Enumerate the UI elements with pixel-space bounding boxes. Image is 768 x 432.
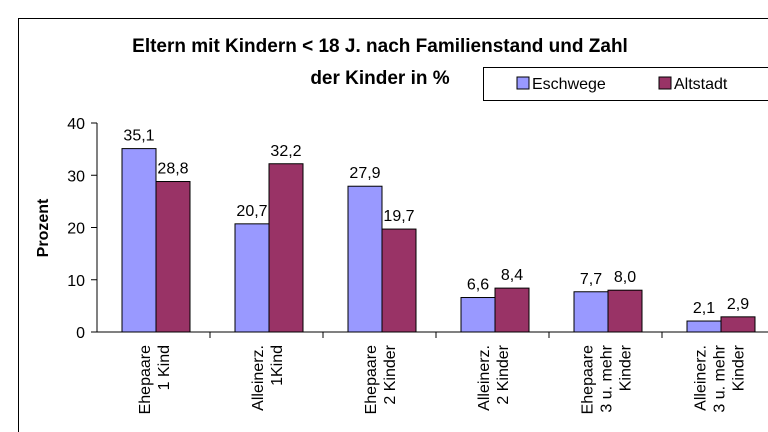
legend-label: Altstadt	[674, 76, 728, 93]
bar	[268, 163, 304, 333]
bar	[573, 291, 609, 333]
bar	[234, 223, 270, 333]
legend-label: Eschwege	[532, 76, 606, 93]
x-tick-label: 2 Kinder	[382, 344, 399, 404]
legend-swatch	[658, 76, 672, 90]
y-tick-label: 0	[76, 325, 85, 342]
y-tick-label: 20	[67, 221, 85, 238]
x-tick-label: Ehepaare	[363, 345, 380, 414]
y-tick-label: 40	[67, 116, 85, 133]
bar	[607, 289, 643, 333]
legend	[483, 67, 768, 101]
bar	[155, 181, 191, 333]
x-tick-label: 1 Kind	[156, 345, 173, 390]
data-label: 19,7	[383, 208, 414, 225]
bar	[381, 228, 417, 333]
x-tick-label: Ehepaare	[137, 345, 154, 414]
data-label: 6,6	[467, 277, 489, 294]
data-label: 8,0	[614, 269, 636, 286]
bar	[686, 320, 722, 333]
data-label: 7,7	[580, 271, 602, 288]
y-tick-label: 30	[67, 168, 85, 185]
data-label: 8,4	[501, 267, 523, 284]
x-tick-label: Kinder	[618, 344, 635, 391]
chart-title: Eltern mit Kindern < 18 J. nach Familien…	[132, 36, 628, 57]
bar	[494, 287, 530, 333]
bar	[720, 316, 756, 333]
x-tick-label: Alleinerz.	[476, 345, 493, 411]
x-tick-label: Alleinerz.	[693, 345, 710, 411]
data-label: 35,1	[123, 128, 154, 145]
y-tick-label: 10	[67, 273, 85, 290]
x-tick-label: 2 Kinder	[495, 344, 512, 404]
x-tick-label: 3 u. mehr	[712, 344, 729, 412]
y-axis-label: Prozent	[35, 198, 52, 257]
x-tick-label: Kinder	[731, 344, 748, 391]
bar	[121, 148, 157, 333]
x-tick-label: Alleinerz.	[250, 345, 267, 411]
chart-title: der Kinder in %	[310, 68, 449, 89]
data-label: 28,8	[157, 161, 188, 178]
data-label: 2,1	[693, 300, 715, 317]
legend-swatch	[516, 76, 530, 90]
data-label: 32,2	[270, 143, 301, 160]
data-label: 27,9	[349, 165, 380, 182]
x-tick-label: 1Kind	[269, 345, 286, 386]
x-tick-label: Ehepaare	[580, 345, 597, 414]
bar	[460, 297, 496, 333]
x-tick-label: 3 u. mehr	[599, 344, 616, 412]
data-label: 20,7	[236, 203, 267, 220]
data-label: 2,9	[727, 296, 749, 313]
bar	[347, 185, 383, 333]
